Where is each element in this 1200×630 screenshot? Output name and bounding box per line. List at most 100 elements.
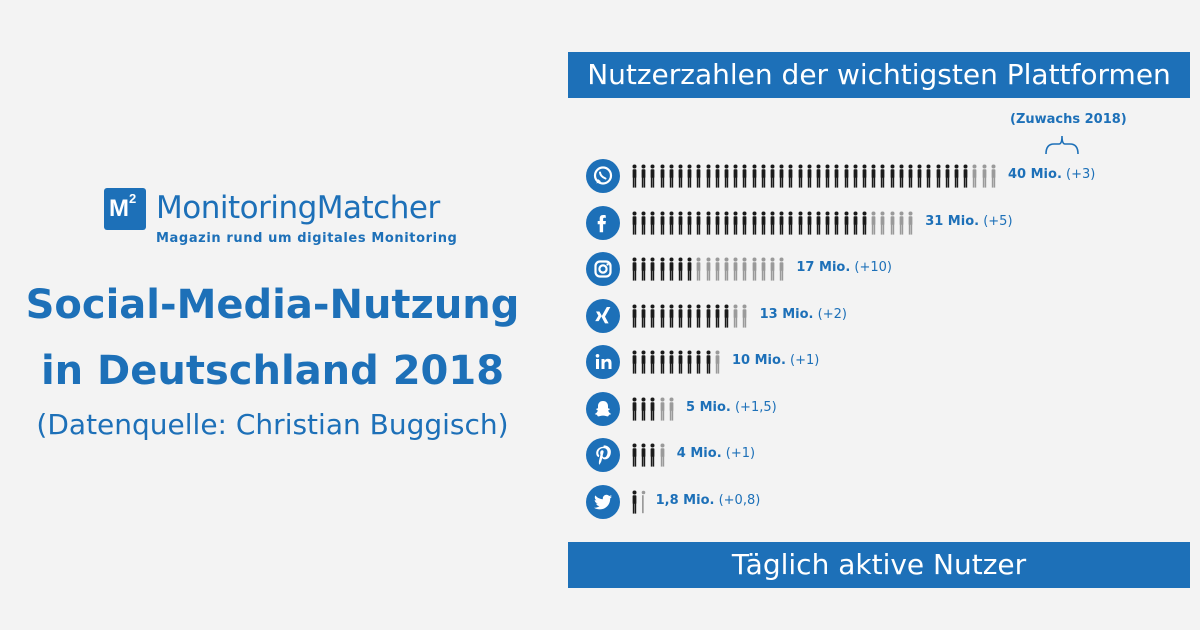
user-figure (660, 304, 665, 328)
user-figure (742, 211, 747, 235)
total-users-label: 5 Mio. (686, 399, 731, 415)
user-figure (678, 211, 683, 235)
user-figure (807, 211, 812, 235)
chart-row-pinterest: 4 Mio. (+1) (568, 435, 1190, 475)
chart-title: Nutzerzahlen der wichtigsten Plattformen (568, 52, 1190, 98)
value-label: 40 Mio. (+3) (1008, 167, 1095, 182)
total-users-label: 4 Mio. (676, 446, 722, 461)
user-figure (724, 164, 729, 188)
twitter-icon[interactable] (586, 484, 620, 519)
user-figure (890, 164, 895, 188)
whatsapp-icon[interactable] (586, 159, 620, 193)
user-figure (641, 350, 646, 374)
user-figure (742, 304, 747, 328)
logo-tagline: Magazin rund um digitales Monitoring (156, 231, 458, 246)
pinterest-icon[interactable] (586, 438, 620, 472)
user-figure (706, 211, 711, 235)
user-figure (945, 164, 950, 188)
user-figure (733, 164, 738, 188)
user-figure (816, 211, 821, 235)
user-figure (660, 164, 665, 188)
user-figure-partial (641, 490, 646, 513)
growth-label: (+5) (979, 213, 1013, 229)
user-figure (706, 164, 711, 188)
chart-row-facebook: 31 Mio. (+5) (568, 203, 1190, 243)
user-figure (724, 257, 729, 281)
user-figure (752, 257, 757, 281)
value-label: 5 Mio. (+1,5) (686, 400, 777, 415)
user-figure (880, 211, 885, 235)
user-figure (660, 443, 665, 467)
linkedin-icon[interactable] (586, 345, 620, 379)
user-figure (650, 397, 655, 421)
xing-icon[interactable] (586, 298, 620, 333)
growth-label: (+0,8) (714, 492, 761, 508)
user-figure (669, 304, 674, 328)
value-label: 17 Mio. (+10) (796, 260, 892, 275)
user-figure (982, 164, 987, 188)
user-figure (696, 257, 701, 281)
data-source: (Datenquelle: Christian Buggisch) (36, 408, 509, 441)
chart-row-snapchat: 5 Mio. (+1,5) (568, 389, 1190, 429)
user-figure (696, 164, 701, 188)
chart-row-twitter: 1,8 Mio. (+0,8) (568, 482, 1190, 522)
user-figure (779, 164, 784, 188)
user-figure (678, 350, 683, 374)
user-figure (706, 350, 711, 374)
user-figure (752, 211, 757, 235)
user-figure (853, 211, 858, 235)
facebook-icon[interactable] (586, 205, 620, 240)
user-figure (880, 164, 885, 188)
user-figure (669, 257, 674, 281)
user-figure (770, 164, 775, 188)
user-figure (908, 211, 913, 235)
user-figure (660, 211, 665, 235)
user-figure (687, 350, 692, 374)
user-figure (733, 304, 738, 328)
snapchat-icon[interactable] (586, 391, 620, 426)
user-figure (752, 164, 757, 188)
user-figure (954, 164, 959, 188)
user-figure (733, 257, 738, 281)
chart-row-instagram: 17 Mio. (+10) (568, 249, 1190, 289)
user-figure (632, 211, 637, 235)
user-figure (706, 304, 711, 328)
user-figure (660, 350, 665, 374)
user-figure (844, 164, 849, 188)
user-figure (660, 257, 665, 281)
user-figure (742, 164, 747, 188)
total-users-label: 1,8 Mio. (655, 492, 715, 508)
user-figure (825, 164, 830, 188)
logo-name: MonitoringMatcher (156, 190, 440, 226)
value-label: 10 Mio. (+1) (732, 353, 819, 368)
user-figure (825, 211, 830, 235)
growth-label: (+2) (813, 306, 847, 322)
user-figure (669, 350, 674, 374)
user-figure (972, 164, 977, 188)
user-figure (871, 164, 876, 188)
user-figure (798, 164, 803, 188)
user-figure (779, 211, 784, 235)
user-figure (715, 211, 720, 235)
user-figure (632, 304, 637, 328)
user-figure (632, 397, 637, 421)
user-figure (641, 443, 646, 467)
growth-label: (+1,5) (730, 399, 777, 415)
user-figure (650, 211, 655, 235)
growth-annotation: (Zuwachs 2018) (1010, 112, 1127, 127)
growth-label: (+1) (721, 446, 756, 461)
user-figure (844, 211, 849, 235)
user-figure (715, 257, 720, 281)
user-figure (650, 164, 655, 188)
user-figure (890, 211, 895, 235)
user-figure (908, 164, 913, 188)
user-figure (669, 211, 674, 235)
user-figure (687, 304, 692, 328)
user-figure (871, 211, 876, 235)
chart-row-whatsapp: 40 Mio. (+3) (568, 156, 1190, 196)
user-figure (641, 397, 646, 421)
chart-row-linkedin: 10 Mio. (+1) (568, 342, 1190, 382)
value-label: 4 Mio. (+1) (677, 446, 755, 461)
user-figure (660, 397, 665, 421)
instagram-icon[interactable] (586, 252, 620, 286)
